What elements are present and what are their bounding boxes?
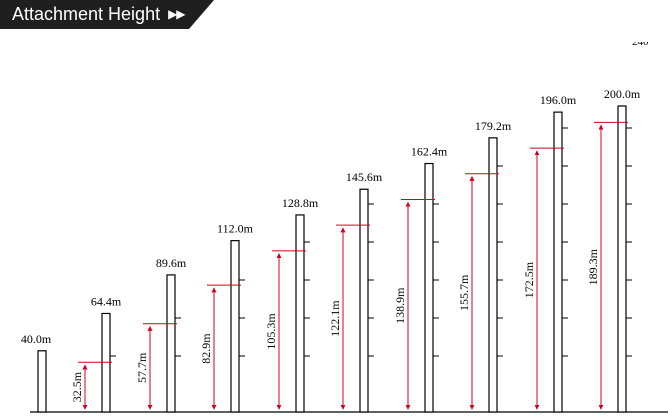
attachment-height-label: 189.3m: [586, 248, 600, 285]
page-title: Attachment Height ▶▶: [12, 3, 186, 25]
mast-body: [617, 105, 627, 413]
total-height-label: 162.4m: [411, 145, 448, 159]
mast-body: [166, 274, 176, 413]
mast-body: [488, 137, 498, 413]
total-height-label: 128.8m: [282, 196, 319, 210]
mast-body: [359, 188, 369, 413]
total-height-label: 200.0m: [604, 87, 641, 101]
total-height-label: 145.6m: [346, 170, 383, 184]
mast-body: [295, 214, 305, 413]
masts-layer: 40.0m 64.4m 32.5m 89.6m 57.7m 112.0m 82.9m 128.…: [21, 87, 641, 413]
mast-body: [553, 111, 563, 413]
attachment-height-label: 155.7m: [457, 274, 471, 311]
attachment-height-label: 57.7m: [135, 352, 149, 383]
total-height-label: 112.0m: [217, 222, 254, 236]
total-height-label: 196.0m: [540, 93, 577, 107]
attachment-height-label: 172.5m: [522, 261, 536, 298]
mast-body: [424, 162, 434, 413]
header-tab: Attachment Height ▶▶: [0, 0, 214, 29]
total-height-label: 40.0m: [21, 332, 52, 346]
attachment-height-label: 32.5m: [70, 371, 84, 402]
double-arrow-icon: ▶▶: [168, 7, 185, 21]
attachment-height-label: 138.9m: [393, 287, 407, 324]
total-height-label: 89.6m: [156, 256, 187, 270]
total-height-label: 179.2m: [475, 119, 512, 133]
clipped-corner-text: 240: [632, 42, 649, 48]
attachment-height-label: 105.3m: [264, 313, 278, 350]
attachment-height-label: 122.1m: [328, 300, 342, 337]
mast-body: [230, 240, 240, 413]
total-height-label: 64.4m: [91, 294, 122, 308]
mast-body: [37, 350, 47, 413]
attachment-height-label: 82.9m: [199, 333, 213, 364]
page-title-text: Attachment Height: [12, 4, 161, 24]
